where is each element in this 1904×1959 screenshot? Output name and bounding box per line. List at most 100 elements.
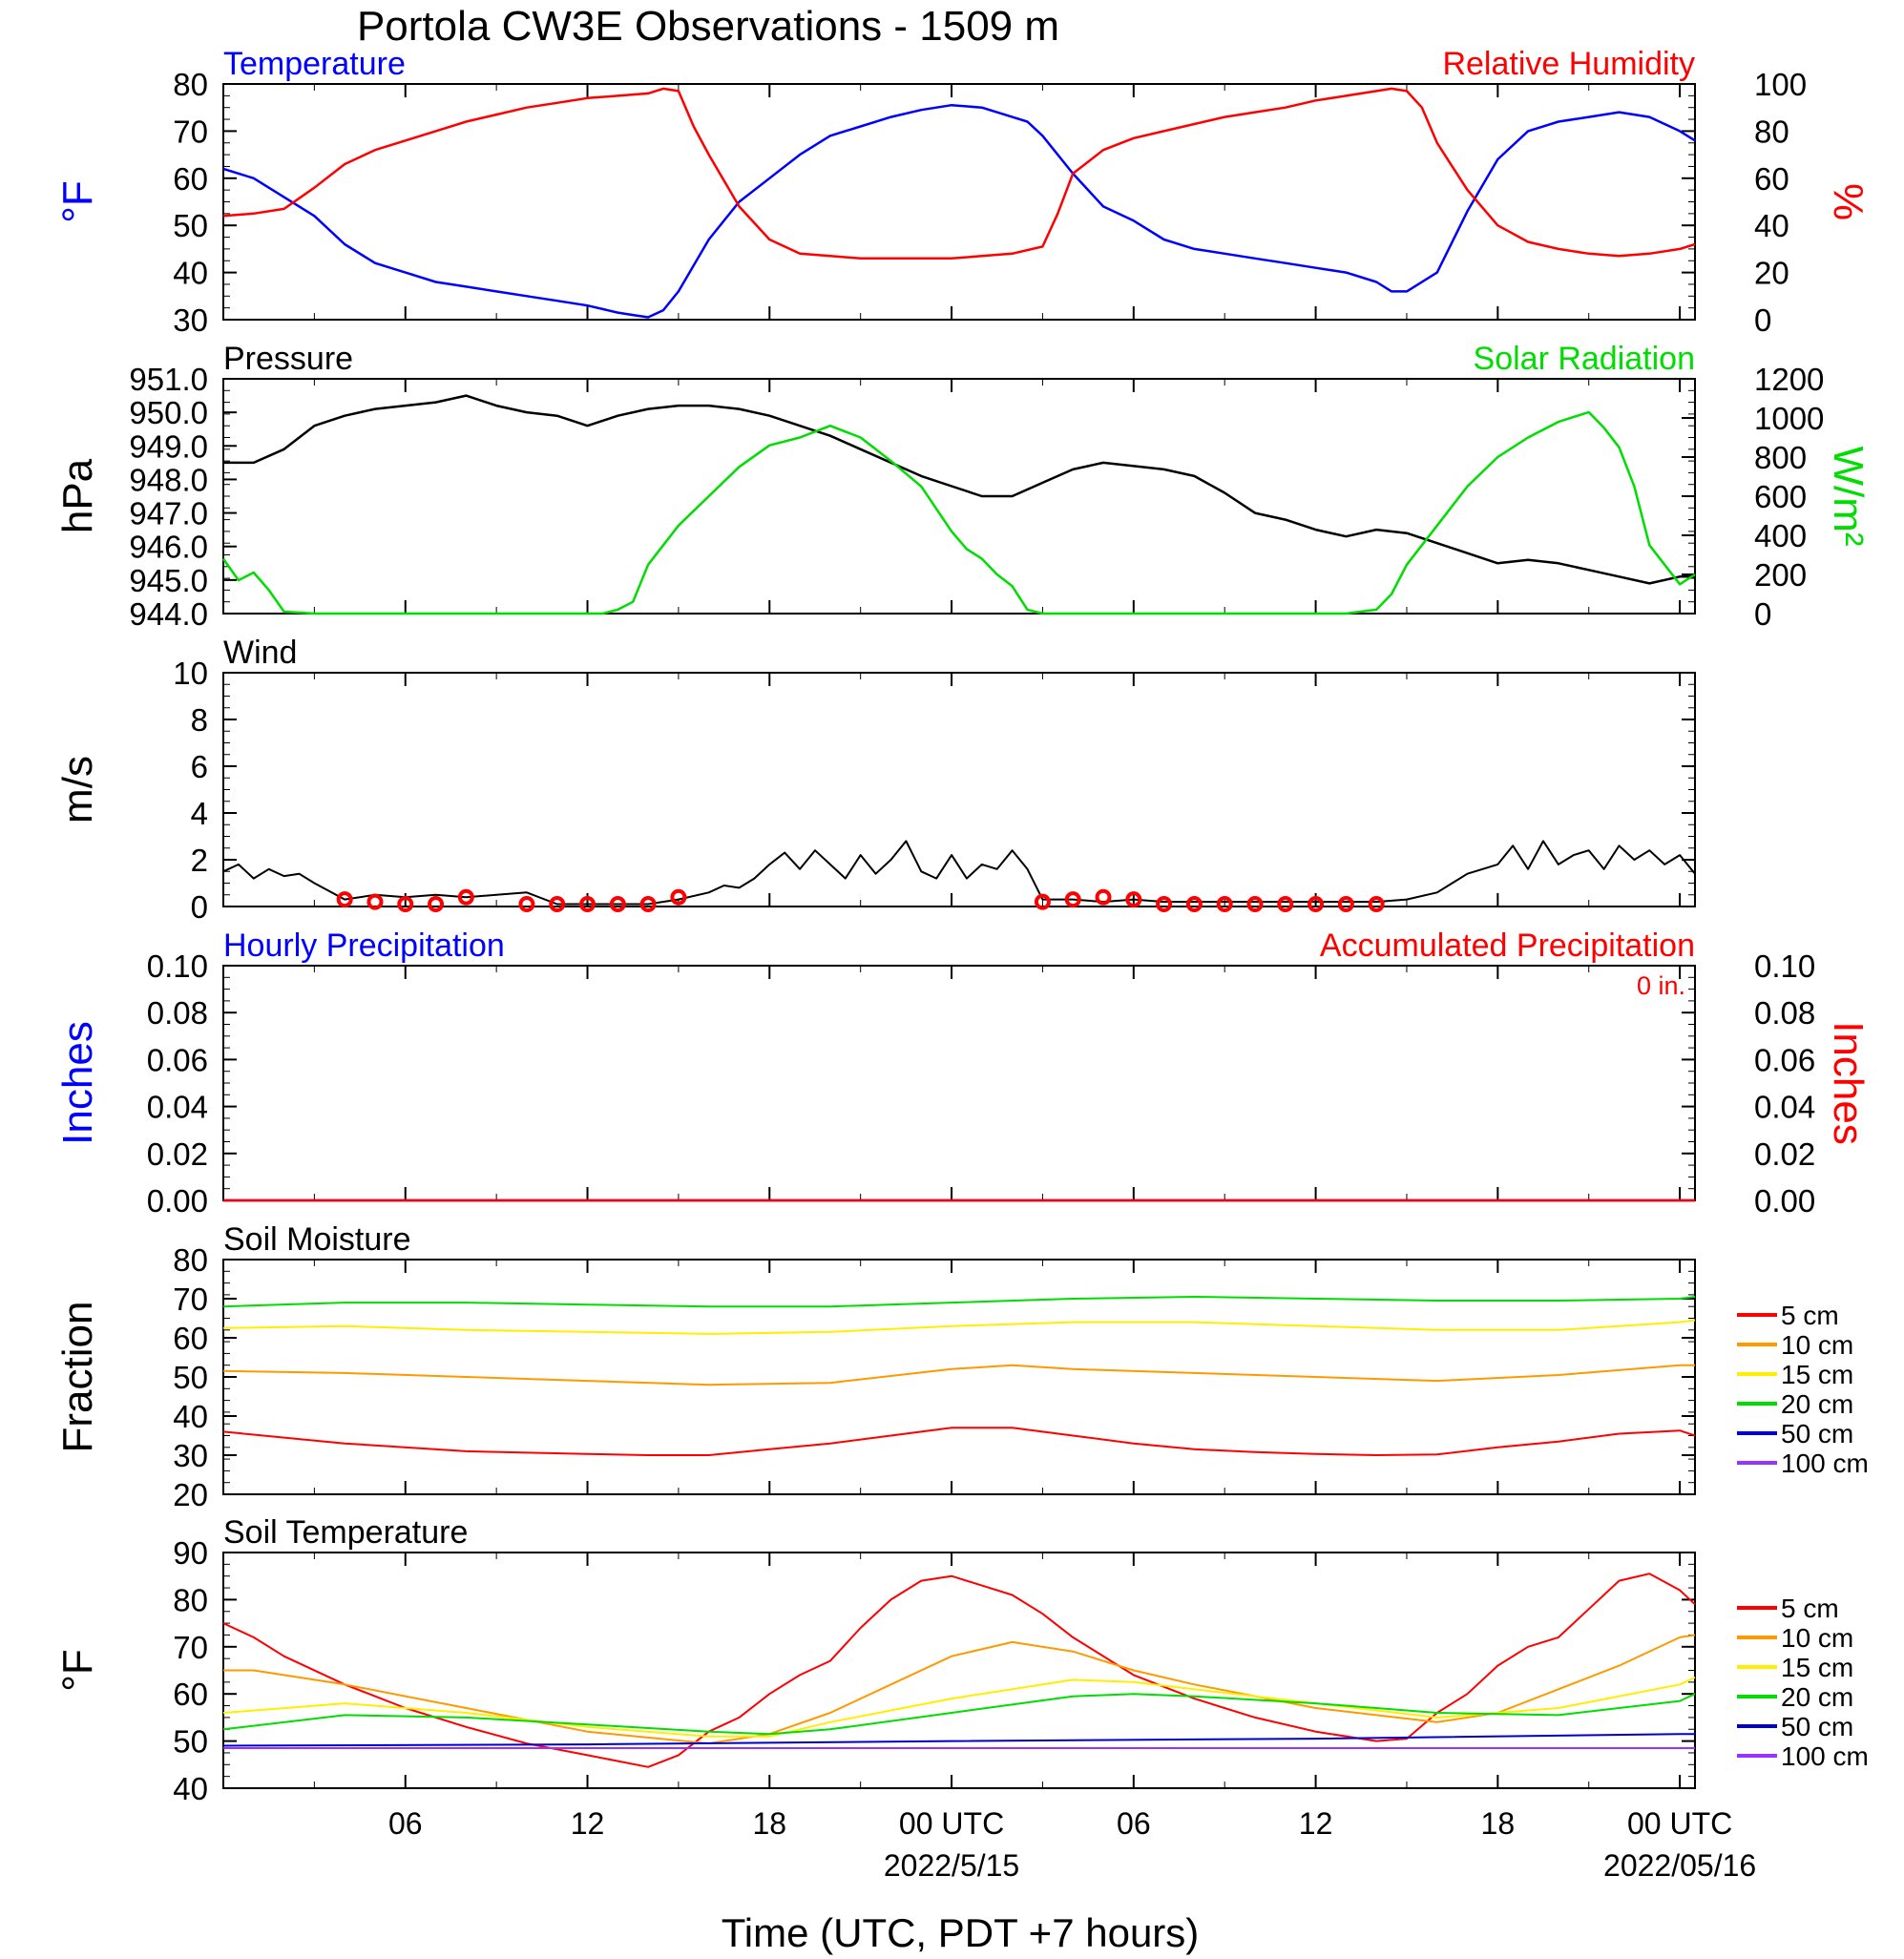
y-tick-label: 50 (173, 208, 208, 243)
y-axis-label-left: °F (54, 180, 101, 222)
legend-label: 20 cm (1781, 1682, 1853, 1712)
legend-label: 50 cm (1781, 1419, 1853, 1448)
data-point (518, 896, 535, 913)
panel-pressure: 944.0945.0946.0947.0948.0949.0950.0951.0… (54, 341, 1872, 632)
y-tick-label-right: 0.00 (1754, 1183, 1815, 1219)
y-tick-label-right: 0.08 (1754, 995, 1815, 1031)
y-tick-label: 948.0 (129, 462, 208, 497)
panel-title-left: Wind (223, 635, 297, 671)
y-axis-label-right: % (1825, 183, 1872, 220)
x-tick-label: 00 UTC (899, 1806, 1004, 1841)
y-tick-label: 0.00 (147, 1183, 208, 1219)
x-tick-sublabel: 2022/5/15 (884, 1848, 1019, 1883)
data-point (579, 896, 596, 913)
series-line (221, 410, 1696, 615)
y-tick-label: 70 (173, 1282, 208, 1317)
y-tick-label-right: 40 (1754, 208, 1789, 243)
chart-title: Portola CW3E Observations - 1509 m (357, 3, 1059, 50)
panel-title-left: Soil Moisture (223, 1221, 411, 1258)
y-tick-label: 944.0 (129, 596, 208, 632)
series-line (223, 1634, 1696, 1745)
panel-title-left: Soil Temperature (223, 1514, 468, 1551)
y-tick-label: 947.0 (129, 496, 208, 531)
y-tick-label: 10 (173, 656, 208, 691)
series-line (222, 87, 1696, 261)
y-tick-label-right: 0.06 (1754, 1042, 1815, 1077)
x-tick-label: 12 (1299, 1806, 1333, 1841)
y-tick-label: 20 (173, 1477, 208, 1512)
y-tick-label: 945.0 (129, 563, 208, 598)
y-tick-label: 40 (173, 1399, 208, 1434)
y-tick-label: 0.02 (147, 1136, 208, 1172)
data-point (1246, 896, 1264, 913)
data-point (336, 891, 353, 908)
y-tick-label-right: 1000 (1754, 401, 1824, 436)
y-axis-label-left: m/s (54, 756, 101, 823)
y-axis-label-left: Inches (54, 1021, 101, 1145)
y-tick-label: 2 (191, 843, 208, 878)
y-tick-label: 30 (173, 1438, 208, 1473)
legend-label: 20 cm (1781, 1389, 1853, 1419)
panel-precip: 0.00 0.02 0.04 0.06 0.08 0.10 0.00 0.02 0.04 0.06… (54, 927, 1872, 1219)
x-tick-label: 06 (388, 1806, 423, 1841)
data-point (1125, 891, 1142, 908)
data-point (1337, 896, 1354, 913)
y-tick-label-right: 1200 (1754, 362, 1824, 397)
y-tick-label: 8 (191, 702, 208, 738)
y-tick-label-right: 0 (1754, 596, 1771, 632)
data-point (1156, 896, 1173, 913)
y-tick-label-right: 80 (1754, 114, 1789, 149)
data-point (609, 896, 626, 913)
y-tick-label-right: 100 (1754, 67, 1807, 102)
y-tick-label: 0 (191, 889, 208, 925)
x-axis-title: Time (UTC, PDT +7 hours) (722, 1910, 1200, 1955)
y-tick-label: 946.0 (129, 530, 208, 565)
y-tick-label: 950.0 (129, 395, 208, 430)
y-tick-label: 6 (191, 749, 208, 784)
legend-label: 100 cm (1781, 1741, 1869, 1771)
series-line (222, 1693, 1696, 1736)
x-tick-sublabel: 2022/05/16 (1603, 1848, 1756, 1883)
y-tick-label: 80 (173, 1242, 208, 1278)
data-point (1095, 888, 1112, 906)
y-tick-label-right: 0.04 (1754, 1090, 1815, 1125)
y-tick-label-right: 0 (1754, 302, 1771, 338)
panel-annotation: 0 in. (1637, 971, 1685, 1000)
panel-frame (222, 965, 1696, 1201)
data-point (1216, 896, 1233, 913)
panel-wind: 0 2 4 6 8 10 Wind m/s (54, 635, 1696, 925)
data-point (1034, 893, 1051, 910)
panel-title-right: Solar Radiation (1474, 341, 1695, 377)
panel-title-left: Hourly Precipitation (223, 927, 505, 964)
data-point (670, 888, 687, 906)
data-point (1185, 896, 1203, 913)
y-tick-label: 949.0 (129, 428, 208, 464)
legend-label: 5 cm (1781, 1301, 1839, 1330)
panel-title-left: Temperature (223, 46, 406, 82)
y-axis-label-left: Fraction (54, 1302, 101, 1453)
y-tick-label: 50 (173, 1724, 208, 1760)
y-tick-label: 0.08 (147, 995, 208, 1031)
legend-label: 5 cm (1781, 1594, 1839, 1623)
y-axis-label-right: W/m² (1825, 446, 1872, 546)
y-axis-label-left: °F (54, 1649, 101, 1691)
data-point (1308, 896, 1325, 913)
y-tick-label: 30 (173, 302, 208, 338)
data-point (549, 896, 566, 913)
data-point (1368, 896, 1385, 913)
panel-title-right: Relative Humidity (1442, 46, 1695, 82)
y-tick-label-right: 400 (1754, 518, 1807, 553)
y-tick-label: 60 (173, 1677, 208, 1712)
series-line (222, 1319, 1696, 1335)
data-point (1064, 891, 1081, 908)
legend-label: 100 cm (1781, 1448, 1869, 1478)
series-line (222, 1733, 1695, 1747)
data-point (457, 888, 474, 906)
y-tick-label: 60 (173, 161, 208, 197)
panel-title-left: Pressure (223, 341, 353, 377)
data-point (397, 896, 414, 913)
